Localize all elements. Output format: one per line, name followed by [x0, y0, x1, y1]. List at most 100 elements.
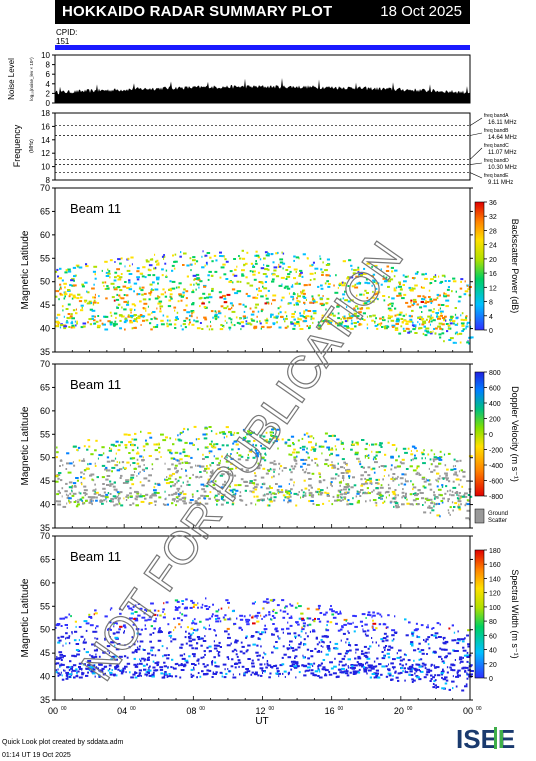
heatmap-cell [179, 654, 183, 657]
heatmap-cell [322, 645, 324, 648]
heatmap-cell [437, 477, 441, 480]
heatmap-cell [231, 650, 235, 653]
heatmap-cell [136, 320, 138, 323]
heatmap-cell [121, 315, 125, 318]
heatmap-cell [300, 271, 303, 274]
heatmap-cell [401, 458, 405, 461]
heatmap-cell [466, 321, 470, 324]
heatmap-cell [59, 326, 62, 329]
heatmap-cell [430, 663, 433, 666]
heatmap-cell [378, 496, 381, 499]
lat-ytick-label: 65 [40, 206, 50, 216]
heatmap-cell [395, 323, 399, 325]
heatmap-cell [429, 323, 431, 326]
heatmap-cell [442, 636, 446, 639]
heatmap-cell [208, 617, 212, 620]
x-tick-label: 12 [255, 706, 265, 716]
heatmap-cell [202, 453, 204, 456]
heatmap-cell [234, 292, 239, 295]
heatmap-cell [213, 254, 217, 257]
heatmap-cell [163, 503, 167, 506]
heatmap-cell [233, 274, 238, 277]
heatmap-cell [271, 633, 275, 636]
heatmap-cell [150, 602, 154, 605]
heatmap-cell [81, 673, 84, 676]
heatmap-cell [318, 664, 320, 667]
heatmap-cell [76, 320, 78, 323]
heatmap-cell [106, 469, 108, 472]
heatmap-cell [66, 675, 69, 678]
heatmap-cell [355, 648, 359, 651]
heatmap-cell [89, 302, 93, 305]
heatmap-cell [307, 435, 310, 438]
heatmap-cell [279, 664, 283, 667]
heatmap-cell [284, 285, 289, 288]
heatmap-cell [231, 448, 234, 451]
heatmap-cell [137, 640, 139, 643]
heatmap-cell [305, 451, 308, 454]
heatmap-cell [319, 670, 321, 673]
heatmap-cell [208, 645, 212, 648]
colorbar-tick-label: 160 [489, 562, 501, 569]
heatmap-cell [130, 474, 135, 477]
heatmap-cell [147, 313, 151, 316]
heatmap-cell [457, 300, 461, 303]
heatmap-cell [281, 656, 284, 659]
colorbar [474, 371, 485, 497]
heatmap-cell [293, 456, 297, 459]
heatmap-cell [204, 456, 209, 459]
heatmap-cell [326, 486, 328, 489]
heatmap-cell [147, 305, 149, 308]
heatmap-cell [452, 465, 454, 468]
heatmap-cell [459, 492, 461, 494]
heatmap-cell [385, 276, 388, 279]
heatmap-cell [240, 499, 244, 502]
heatmap-cell [401, 473, 405, 476]
heatmap-cell [251, 665, 255, 668]
heatmap-cell [317, 321, 320, 324]
heatmap-cell [309, 669, 311, 672]
heatmap-cell [409, 315, 413, 318]
heatmap-cell [460, 280, 462, 283]
heatmap-cell [210, 310, 214, 313]
heatmap-cell [204, 254, 208, 257]
heatmap-cell [359, 495, 362, 497]
heatmap-cell [372, 489, 375, 492]
heatmap-cell [443, 340, 445, 343]
heatmap-cell [117, 449, 121, 452]
heatmap-cell [463, 654, 467, 657]
heatmap-cell [401, 496, 403, 499]
heatmap-cell [372, 290, 374, 293]
heatmap-cell [149, 322, 152, 325]
heatmap-cell [348, 259, 352, 262]
heatmap-cell [241, 325, 245, 328]
heatmap-cell [314, 301, 316, 304]
heatmap-cell [169, 449, 172, 452]
heatmap-cell [410, 450, 412, 452]
heatmap-cell [148, 615, 152, 618]
heatmap-cell [163, 254, 165, 256]
heatmap-cell [351, 315, 354, 317]
heatmap-cell [371, 450, 373, 453]
heatmap-cell [405, 313, 407, 316]
heatmap-cell [57, 636, 60, 639]
heatmap-cell [391, 325, 395, 328]
heatmap-cell [117, 278, 121, 281]
heatmap-cell [380, 615, 383, 618]
heatmap-cell [441, 658, 443, 660]
heatmap-cell [191, 622, 194, 625]
heatmap-cell [302, 462, 307, 465]
heatmap-cell [205, 446, 207, 449]
heatmap-cell [157, 443, 159, 446]
heatmap-cell [426, 318, 428, 321]
heatmap-cell [111, 470, 113, 473]
heatmap-cell [445, 474, 448, 477]
heatmap-cell [227, 618, 232, 621]
heatmap-cell [267, 497, 269, 500]
heatmap-cell [193, 278, 195, 281]
heatmap-cell [340, 480, 343, 483]
heatmap-cell [427, 624, 429, 627]
heatmap-cell [89, 500, 91, 503]
heatmap-cell [317, 618, 320, 620]
